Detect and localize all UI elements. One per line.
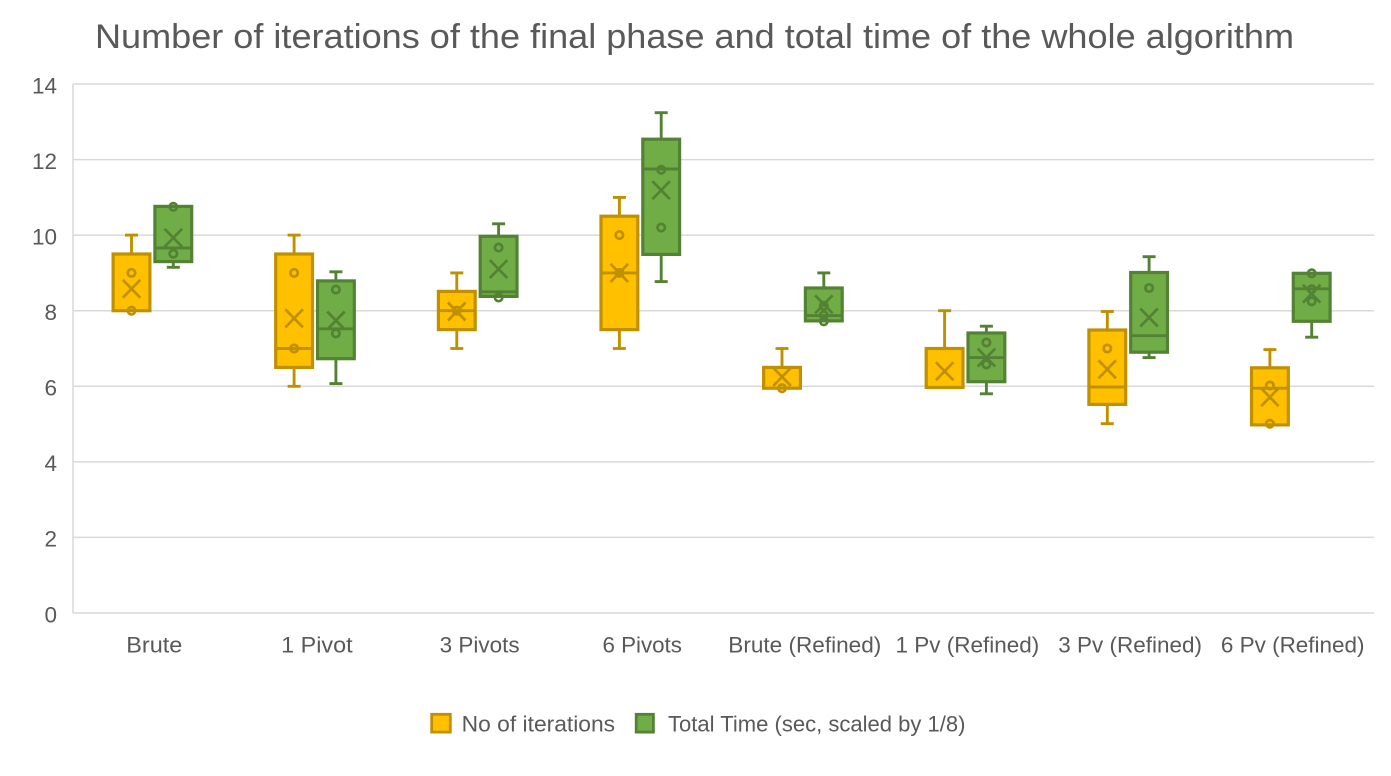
svg-text:6: 6: [44, 376, 57, 401]
svg-text:12: 12: [32, 149, 57, 174]
svg-text:No of iterations: No of iterations: [462, 712, 615, 737]
svg-text:14: 14: [32, 73, 57, 98]
svg-text:2: 2: [44, 527, 57, 552]
svg-text:4: 4: [44, 451, 57, 476]
svg-text:1 Pv (Refined): 1 Pv (Refined): [896, 632, 1040, 657]
svg-text:6 Pv (Refined): 6 Pv (Refined): [1221, 632, 1365, 657]
svg-text:10: 10: [32, 224, 57, 249]
svg-text:3 Pv (Refined): 3 Pv (Refined): [1058, 632, 1202, 657]
svg-text:Number of iterations of the fi: Number of iterations of the final phase …: [95, 18, 1294, 56]
svg-text:Brute: Brute: [126, 632, 182, 657]
svg-text:3 Pivots: 3 Pivots: [440, 632, 520, 657]
svg-text:8: 8: [44, 300, 57, 325]
svg-text:Total Time (sec, scaled by 1/8: Total Time (sec, scaled by 1/8): [668, 712, 966, 737]
svg-text:1 Pivot: 1 Pivot: [281, 632, 353, 657]
svg-text:6 Pivots: 6 Pivots: [602, 632, 682, 657]
svg-text:Brute (Refined): Brute (Refined): [728, 632, 881, 657]
svg-text:0: 0: [44, 602, 57, 627]
